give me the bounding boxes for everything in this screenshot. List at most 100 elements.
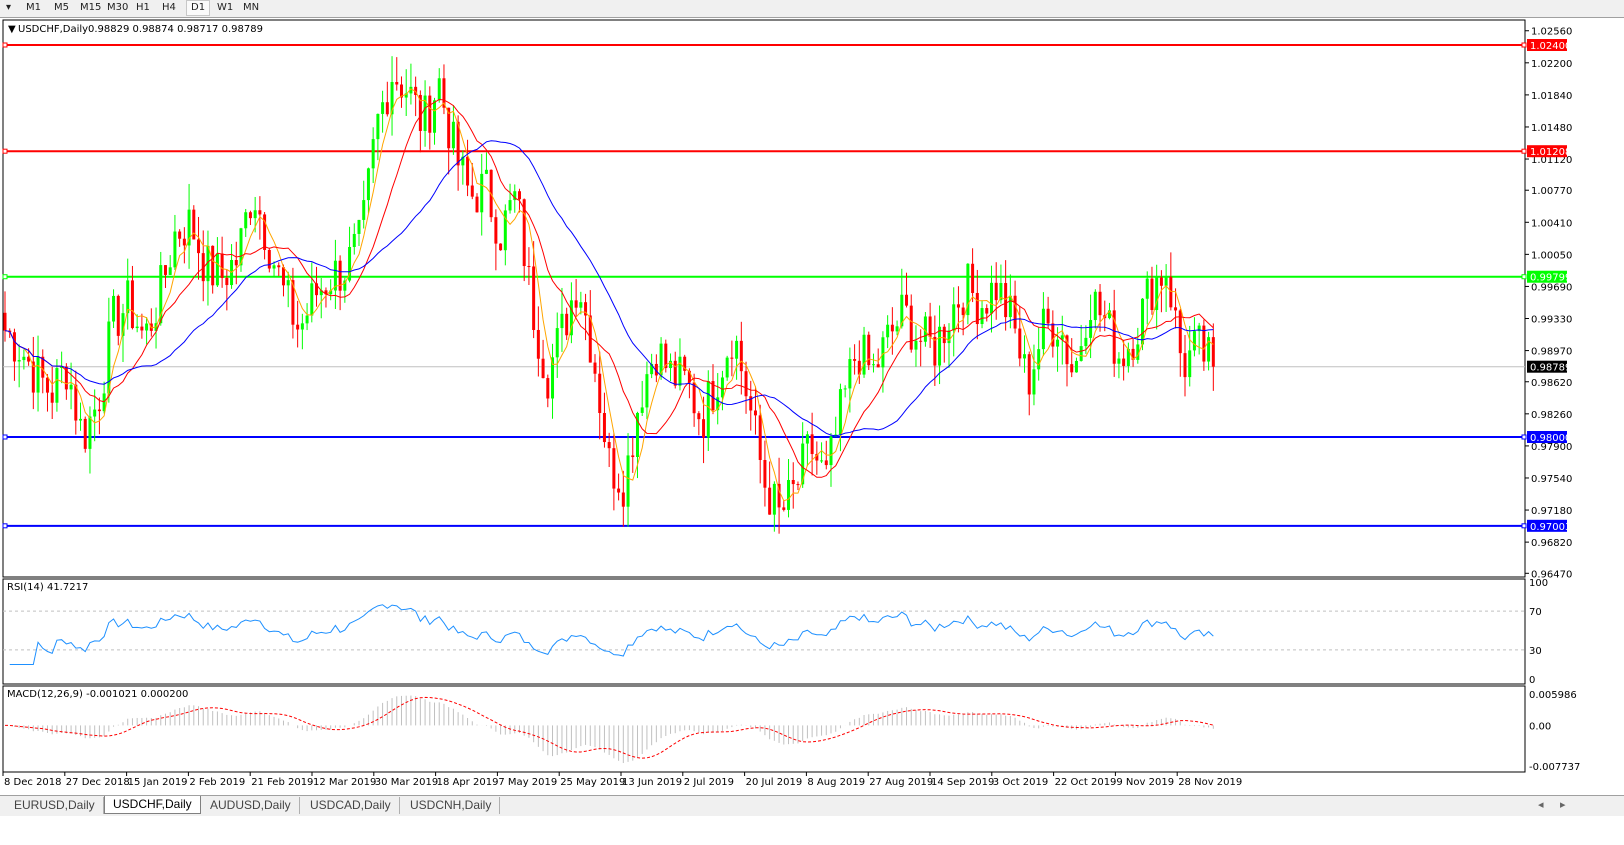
tf-m30[interactable]: M30	[107, 2, 129, 13]
candle-body	[437, 78, 441, 101]
tf-w1[interactable]: W1	[217, 2, 234, 13]
tf-mn[interactable]: MN	[243, 2, 260, 13]
candle-body	[763, 459, 767, 488]
candle-body	[366, 168, 370, 201]
candle-body	[782, 507, 786, 510]
symbol-dropdown-icon[interactable]: ▼	[8, 24, 16, 35]
candle-body	[1032, 369, 1036, 395]
tab-usdchf[interactable]: USDCHF,Daily	[104, 796, 201, 814]
candle-body	[253, 210, 257, 219]
candle-body	[673, 360, 677, 386]
candle-body	[1131, 348, 1135, 360]
candle-body	[112, 295, 116, 322]
candle-body	[541, 358, 545, 379]
price-level-badge	[1527, 519, 1567, 532]
current-price-label: 0.98789	[1530, 363, 1571, 374]
price-tick-label: 1.01120	[1531, 155, 1572, 166]
candle-body	[310, 283, 314, 316]
tf-h1[interactable]: H1	[136, 2, 150, 13]
candle-body	[980, 308, 984, 325]
candle-body	[64, 366, 68, 390]
candle-body	[1150, 278, 1154, 311]
candle-body	[777, 483, 781, 508]
candle-body	[404, 93, 408, 98]
candle-body	[159, 265, 163, 324]
candle-body	[923, 316, 927, 342]
candle-body	[607, 442, 611, 449]
tf-m1[interactable]: M1	[26, 2, 41, 13]
candle-body	[93, 409, 97, 417]
candle-body	[17, 360, 21, 362]
price-level-badge	[1527, 270, 1567, 283]
tab-audusd[interactable]: AUDUSD,Daily	[202, 797, 300, 814]
level-handle	[1521, 148, 1527, 154]
tab-eurusd[interactable]: EURUSD,Daily	[6, 797, 104, 814]
blank-area	[0, 816, 1624, 845]
candle-body	[1070, 364, 1074, 373]
tab-usdcad[interactable]: USDCAD,Daily	[302, 797, 400, 814]
candle-body	[248, 212, 252, 219]
candle-body	[881, 337, 885, 368]
candle-body	[508, 200, 512, 211]
candle-body	[418, 94, 422, 131]
candle-body	[1164, 276, 1168, 286]
candle-body	[654, 363, 658, 376]
tf-h4[interactable]: H4	[162, 2, 176, 13]
candle-body	[867, 334, 871, 366]
candle-body	[1060, 335, 1064, 340]
candle-body	[456, 121, 460, 166]
candle-body	[338, 260, 342, 291]
candle-body	[1037, 349, 1041, 370]
candle-body	[1027, 354, 1031, 395]
candle-body	[451, 121, 455, 149]
macd-signal-line	[4, 696, 1214, 759]
candle-body	[197, 239, 201, 254]
candle-body	[975, 292, 979, 325]
candle-body	[895, 326, 899, 332]
candle-body	[801, 443, 805, 485]
candle-body	[1093, 291, 1097, 321]
ma-fast-line	[4, 88, 1214, 502]
candle-body	[853, 359, 857, 361]
price-tick-label: 0.98620	[1531, 378, 1572, 389]
tab-usdcnh[interactable]: USDCNH,Daily	[402, 797, 501, 814]
candle-body	[319, 290, 323, 296]
candle-body	[215, 253, 219, 286]
candle-body	[928, 316, 932, 337]
price-tick-label: 1.00410	[1531, 218, 1572, 229]
candle-body	[182, 238, 186, 246]
candle-body	[683, 356, 687, 371]
candle-body	[720, 377, 724, 398]
price-tick-label: 0.99690	[1531, 282, 1572, 293]
candle-body	[130, 280, 134, 329]
candle-body	[475, 196, 479, 213]
candle-body	[650, 363, 654, 375]
chart-canvas[interactable]: 100 70 30 0 0.005986 0.00 -0.007737 1.02560 1.…	[0, 18, 1624, 795]
candle-body	[1183, 353, 1187, 378]
price-level-badge-label: 1.02400	[1530, 41, 1571, 52]
price-level-badge-label: 0.99799	[1530, 273, 1571, 284]
scroll-right-icon[interactable]: ▸	[1560, 798, 1566, 811]
scroll-left-icon[interactable]: ◂	[1538, 798, 1544, 811]
candle-body	[499, 243, 503, 251]
candle-body	[244, 212, 248, 229]
candle-body	[503, 210, 507, 251]
price-level-badge	[1527, 145, 1567, 158]
main-pane	[2, 19, 1526, 578]
tf-m15[interactable]: M15	[80, 2, 102, 13]
candle-body	[1155, 277, 1159, 311]
candle-body	[362, 200, 366, 220]
candle-body	[640, 407, 644, 413]
candle-body	[187, 209, 191, 246]
toolbar-dropdown-icon[interactable]: ▾	[6, 2, 12, 13]
tf-m5[interactable]: M5	[54, 2, 69, 13]
candle-body	[22, 356, 26, 361]
candle-body	[574, 300, 578, 308]
candle-body	[706, 381, 710, 438]
tf-d1[interactable]: D1	[186, 0, 211, 16]
candle-body	[513, 191, 517, 201]
candle-body	[1202, 325, 1206, 362]
date-tick-label: 9 Nov 2019	[1116, 777, 1174, 788]
candle-body	[50, 392, 54, 403]
candle-body	[357, 219, 361, 234]
